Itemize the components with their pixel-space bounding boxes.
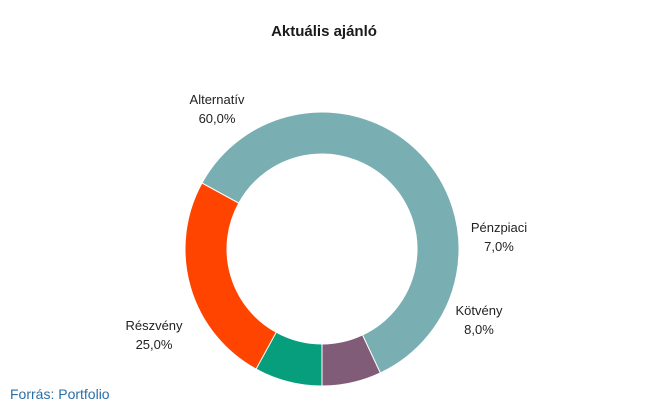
slice-labels: Alternatív 60,0% Pénzpiaci 7,0% Kötvény 8,0% R… <box>125 92 527 352</box>
chart-title: Aktuális ajánló <box>271 23 377 40</box>
slice-label-name: Pénzpiaci <box>471 220 527 235</box>
slice-label-name: Kötvény <box>456 303 503 318</box>
slice-label-value: 25,0% <box>136 337 173 352</box>
slice-alternatív <box>201 111 460 374</box>
slice-label-name: Részvény <box>125 318 183 333</box>
donut-slices <box>184 111 460 387</box>
source-note: Forrás: Portfolio <box>10 386 110 402</box>
slice-label-value: 60,0% <box>199 111 236 126</box>
slice-label-name: Alternatív <box>190 92 245 107</box>
slice-részvény <box>184 182 277 370</box>
slice-label-value: 7,0% <box>484 239 514 254</box>
slice-label-value: 8,0% <box>464 322 494 337</box>
